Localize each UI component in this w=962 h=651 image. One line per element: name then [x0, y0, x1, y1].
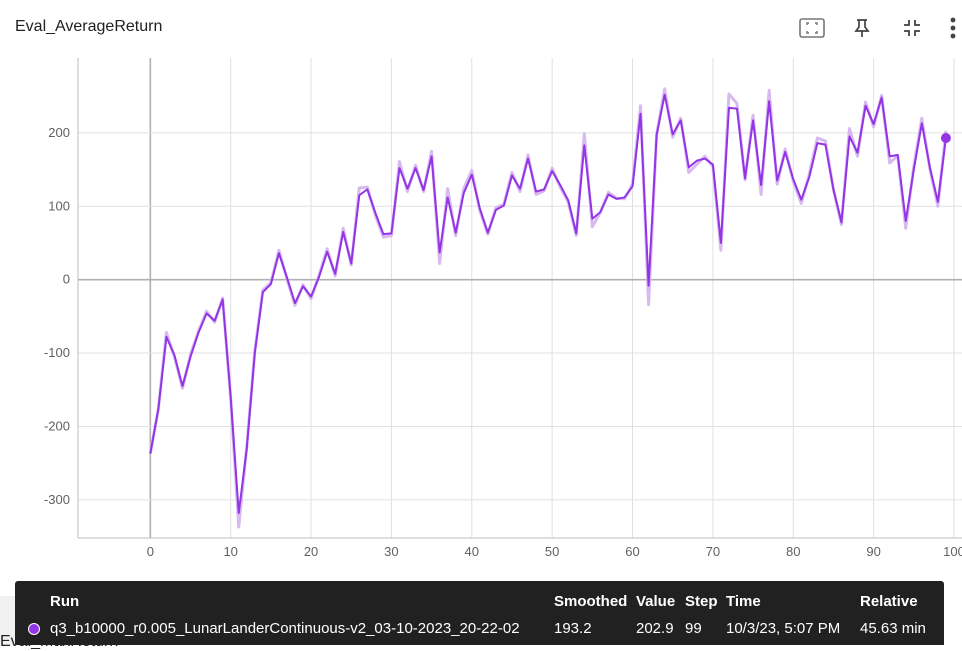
- tooltip-run-name: q3_b10000_r0.005_LunarLanderContinuous-v…: [50, 620, 520, 637]
- tooltip-header-relative: Relative: [860, 593, 918, 610]
- x-tick-label: 10: [223, 544, 237, 559]
- fit-domain-icon: [799, 18, 825, 38]
- x-tick-label: 20: [304, 544, 318, 559]
- more-options-button[interactable]: [944, 14, 962, 42]
- tooltip-step: 99: [685, 620, 702, 637]
- x-tick-label: 80: [786, 544, 800, 559]
- fit-domain-button[interactable]: [794, 14, 830, 42]
- y-tick-label: 100: [48, 198, 70, 213]
- x-tick-label: 40: [465, 544, 479, 559]
- x-tick-label: 100: [943, 544, 962, 559]
- line-chart[interactable]: 0 10 20 30 40 50 60 70 80 90 100 -300 -200 -100 0 100 20…: [0, 50, 962, 570]
- card-toolbar: [780, 14, 962, 42]
- tooltip-header-value: Value: [636, 593, 676, 610]
- collapse-icon: [904, 20, 920, 36]
- x-tick-label: 60: [625, 544, 639, 559]
- tooltip-smoothed-value: 193.2: [554, 620, 592, 637]
- tooltip-header-row: Run Smoothed Value Step Time Relative: [15, 593, 944, 615]
- collapse-button[interactable]: [894, 14, 930, 42]
- smoothed-series-line: [149, 93, 947, 515]
- tooltip-data-row: q3_b10000_r0.005_LunarLanderContinuous-v…: [15, 620, 944, 642]
- tooltip-header-smoothed: Smoothed: [554, 593, 628, 610]
- tooltip-header-run: Run: [50, 593, 80, 610]
- tooltip-relative: 45.63 min: [860, 620, 926, 637]
- chart-title: Eval_AverageReturn: [15, 18, 163, 35]
- y-tick-label: 0: [63, 272, 70, 287]
- y-tick-label: -300: [44, 492, 70, 507]
- run-color-swatch: [28, 623, 40, 635]
- y-tick-label: -100: [44, 345, 70, 360]
- more-vert-icon: [950, 17, 956, 39]
- tooltip-header-time: Time: [726, 593, 761, 610]
- y-tick-label: 200: [48, 125, 70, 140]
- x-tick-label: 0: [147, 544, 154, 559]
- card-gap: [0, 596, 15, 645]
- x-tick-label: 50: [545, 544, 559, 559]
- x-tick-label: 90: [866, 544, 880, 559]
- tooltip-time: 10/3/23, 5:07 PM: [726, 620, 841, 637]
- hover-point: [940, 133, 951, 143]
- x-tick-label: 30: [384, 544, 398, 559]
- pin-icon: [854, 19, 870, 37]
- data-tooltip: Run Smoothed Value Step Time Relative q3…: [15, 581, 944, 645]
- tooltip-header-step: Step: [685, 593, 718, 610]
- tooltip-value: 202.9: [636, 620, 674, 637]
- x-tick-label: 70: [706, 544, 720, 559]
- y-tick-label: -200: [44, 418, 70, 433]
- pin-button[interactable]: [844, 14, 880, 42]
